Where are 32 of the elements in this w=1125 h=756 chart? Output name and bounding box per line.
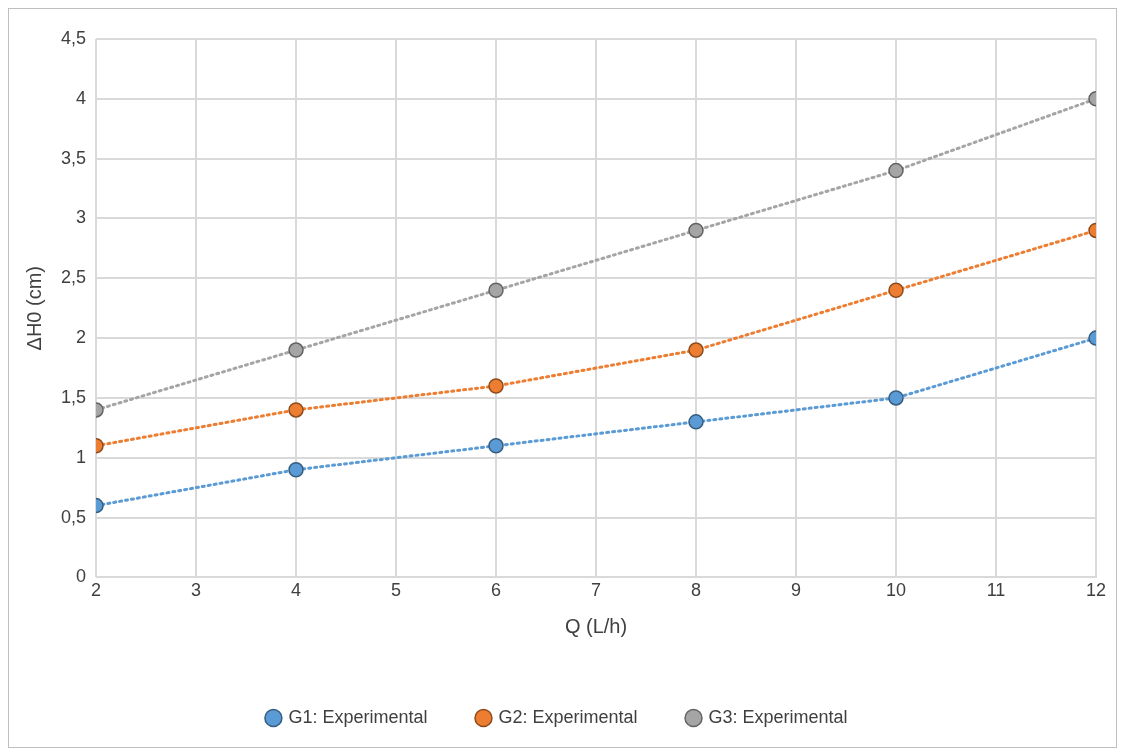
y-tick-label: 4,5 (60, 27, 87, 48)
x-tick-label: 8 (691, 580, 702, 601)
x-axis-title: Q (L/h) (564, 614, 628, 637)
y-tick-label: 3,5 (60, 147, 87, 168)
x-tick-label: 10 (885, 580, 907, 601)
x-tick-label: 9 (791, 580, 802, 601)
x-tick-label: 4 (291, 580, 302, 601)
point (488, 282, 504, 298)
legend-label: G2: Experimental (498, 706, 638, 727)
x-tick-label: 2 (91, 580, 102, 601)
y-tick-label: 2,5 (60, 267, 87, 288)
point (688, 342, 704, 358)
x-tick-label: 11 (986, 580, 1006, 601)
x-tick-label: 3 (191, 580, 202, 601)
y-tick-label: 1 (76, 446, 87, 467)
x-tick-label: 12 (1085, 580, 1107, 601)
legend-label: G1: Experimental (288, 706, 428, 727)
point (688, 222, 704, 239)
legend-label: G3: Experimental (708, 706, 848, 727)
x-tick-label: 7 (591, 580, 602, 601)
y-tick-label: 2 (76, 327, 87, 348)
point (688, 414, 704, 430)
y-tick-label: 0 (76, 566, 87, 587)
x-tick-label: 5 (391, 580, 402, 601)
y-axis-title: ΔH0 (cm) (22, 265, 45, 351)
x-tick-label: 6 (491, 580, 502, 601)
point (488, 438, 504, 454)
y-tick-label: 1,5 (60, 386, 87, 407)
y-tick-label: 4 (76, 87, 87, 108)
y-tick-label: 3 (76, 207, 87, 228)
y-tick-label: 0,5 (60, 506, 87, 527)
point (488, 378, 504, 394)
